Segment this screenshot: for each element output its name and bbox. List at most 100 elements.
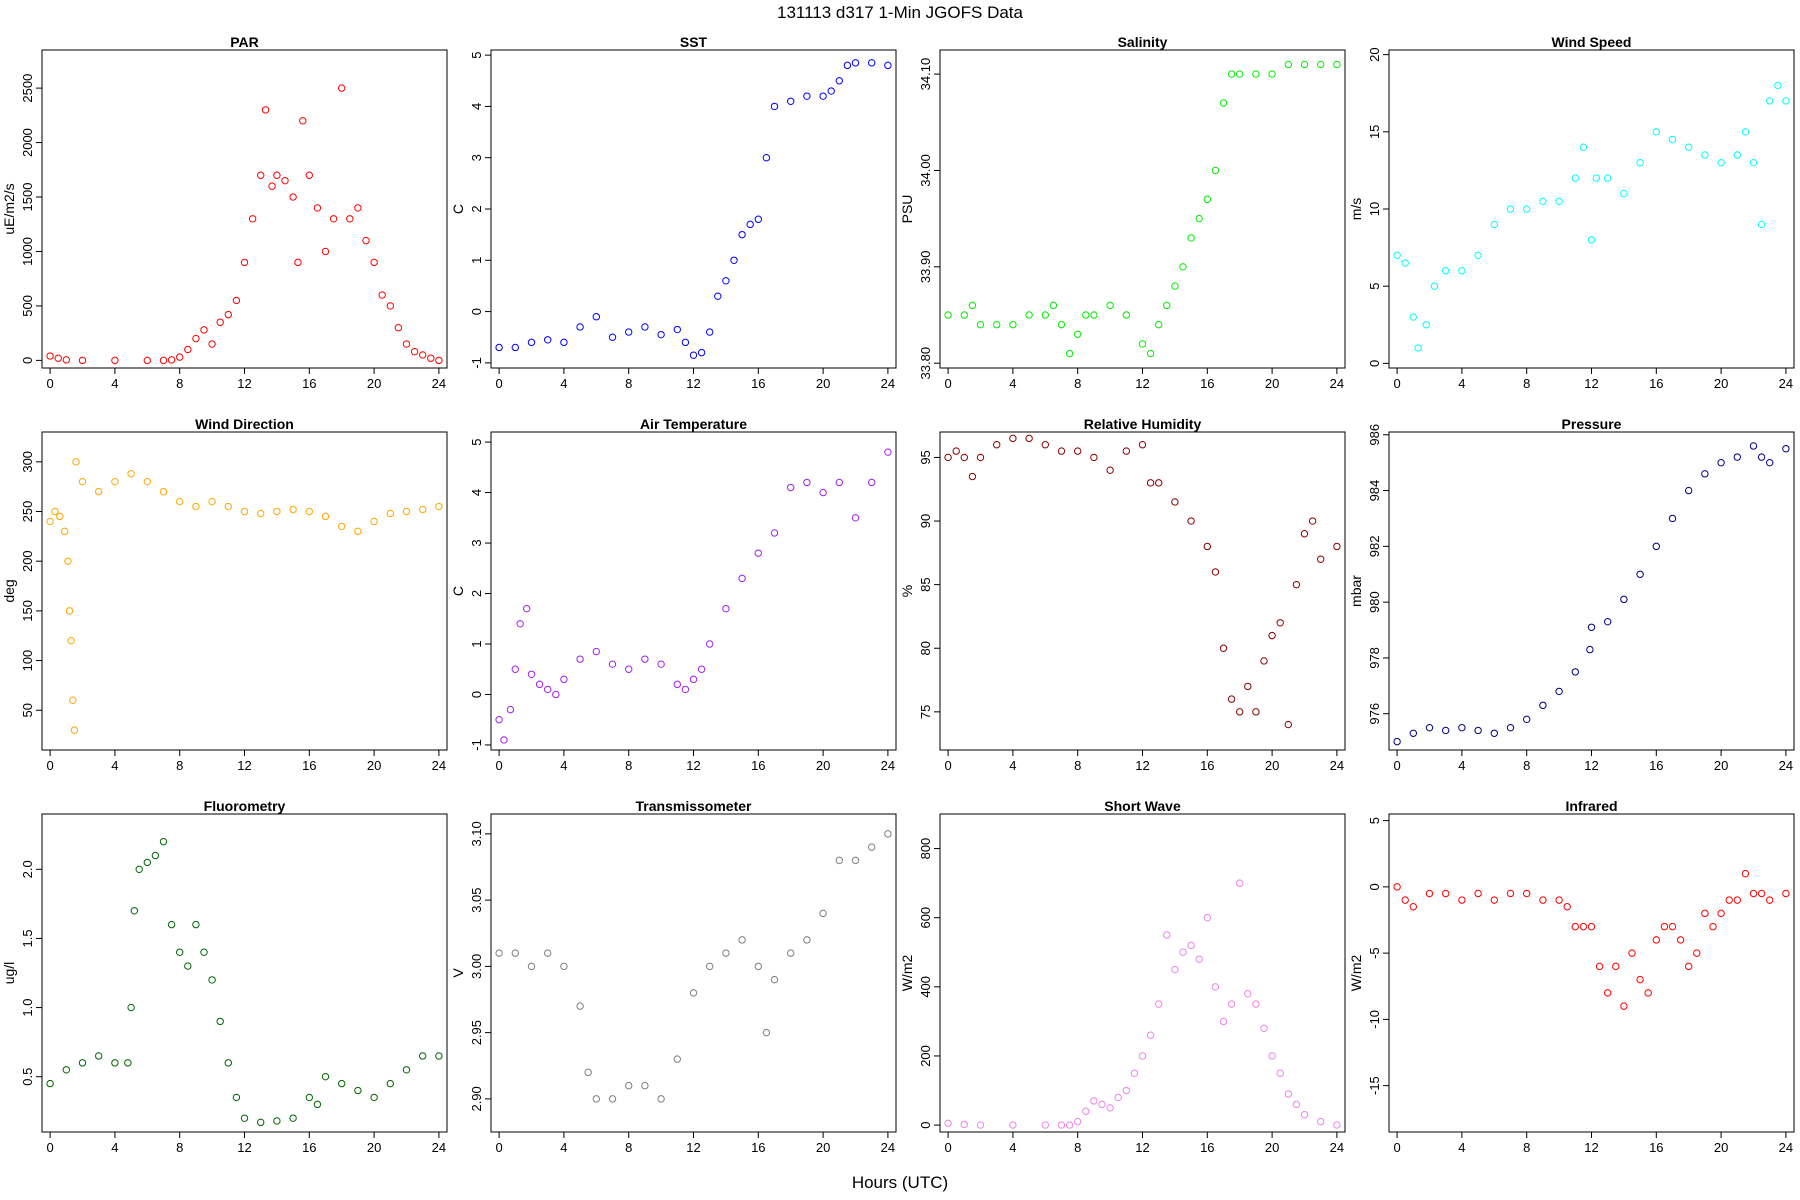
data-point: [544, 336, 552, 344]
x-tick-label: 20: [816, 1140, 830, 1155]
data-point: [1685, 143, 1693, 151]
x-tick-label: 16: [1649, 758, 1663, 773]
data-point: [1604, 174, 1612, 182]
chart-panel: Transmissometer V 0 4 8 12 16 20 24 2.90 2.95 3.00 3…: [450, 798, 897, 1155]
data-point: [1009, 434, 1017, 443]
data-point: [1163, 301, 1171, 310]
y-tick-label: 200: [918, 1045, 933, 1067]
data-point: [1146, 1031, 1155, 1039]
data-point: [1171, 498, 1179, 506]
data-point: [884, 830, 892, 838]
y-tick-label: 1500: [20, 183, 35, 212]
data-point: [673, 1055, 681, 1063]
x-tick-label: 20: [1265, 376, 1279, 391]
data-point: [1717, 458, 1725, 467]
data-point: [1733, 151, 1742, 159]
data-point: [1628, 949, 1636, 957]
x-tick-label: 8: [176, 376, 183, 391]
data-point: [1090, 453, 1098, 462]
data-point: [1409, 729, 1418, 737]
data-point: [1571, 922, 1580, 931]
data-point: [78, 356, 87, 365]
data-point: [714, 292, 722, 300]
data-point: [1490, 729, 1499, 737]
data-point: [299, 117, 307, 125]
panel-title: Transmissometer: [636, 798, 752, 814]
x-tick-label: 12: [1584, 376, 1598, 391]
data-point: [1074, 1117, 1082, 1126]
data-point: [1284, 60, 1293, 69]
data-point: [1163, 931, 1171, 939]
x-tick-label: 20: [816, 758, 830, 773]
data-point: [608, 660, 617, 668]
data-point: [1393, 883, 1401, 891]
data-point: [1430, 282, 1439, 290]
data-point: [657, 330, 665, 339]
data-point: [224, 502, 233, 511]
data-point: [1579, 143, 1588, 151]
x-tick-label: 8: [1074, 376, 1081, 391]
data-point: [1146, 479, 1155, 487]
data-point: [1523, 205, 1531, 213]
data-point: [1717, 158, 1725, 167]
x-tick-label: 16: [302, 376, 316, 391]
data-point: [1644, 989, 1652, 997]
data-point: [944, 453, 952, 462]
data-point: [338, 1079, 346, 1088]
data-point: [54, 354, 62, 362]
y-tick-label: 0: [918, 1121, 933, 1128]
data-point: [410, 347, 419, 356]
data-point: [1539, 896, 1547, 904]
data-point: [78, 1059, 87, 1067]
data-point: [419, 1052, 427, 1060]
data-point: [1523, 889, 1531, 898]
data-point: [592, 1095, 600, 1103]
data-point: [1227, 70, 1236, 78]
data-point: [754, 215, 762, 223]
data-point: [1284, 1090, 1293, 1098]
data-point: [868, 59, 876, 67]
y-tick-label: 95: [918, 450, 933, 464]
x-tick-label: 0: [46, 1140, 53, 1155]
data-point: [1757, 889, 1766, 898]
data-point: [868, 478, 876, 487]
data-point: [1685, 962, 1693, 971]
data-point: [560, 962, 568, 971]
data-point: [1155, 320, 1163, 329]
data-point: [1782, 889, 1790, 898]
data-point: [1227, 1000, 1236, 1008]
chart-panel: Short Wave W/m2 0 4 8 12 16 20 24 0 200 400 600 800: [899, 798, 1346, 1155]
data-point: [1333, 60, 1341, 69]
data-point: [1041, 311, 1050, 319]
data-point: [706, 640, 714, 648]
data-point: [1709, 922, 1717, 931]
x-tick-label: 4: [111, 1140, 118, 1155]
x-tick-label: 0: [1393, 1140, 1400, 1155]
data-point: [208, 497, 216, 506]
x-tick-label: 0: [495, 376, 502, 391]
data-point: [968, 472, 977, 481]
y-tick-label: 1: [469, 640, 484, 647]
data-point: [176, 497, 184, 506]
y-tick-label: 33.80: [918, 347, 933, 380]
data-point: [1268, 1052, 1276, 1060]
data-point: [1587, 922, 1596, 931]
data-point: [1138, 441, 1147, 449]
data-point: [576, 1002, 584, 1010]
data-point: [1252, 70, 1260, 78]
data-point: [1203, 913, 1212, 922]
data-point: [1652, 542, 1661, 551]
panel-title: Infrared: [1565, 798, 1617, 814]
data-point: [143, 477, 152, 486]
data-point: [1155, 1000, 1163, 1008]
y-axis-label: W/m2: [899, 955, 915, 992]
data-point: [1074, 447, 1082, 455]
y-tick-label: 20: [1367, 47, 1382, 61]
data-point: [762, 154, 771, 162]
data-point: [192, 334, 200, 343]
data-point: [257, 509, 265, 518]
y-tick-label: 3: [469, 539, 484, 546]
x-tick-label: 12: [237, 376, 251, 391]
data-point: [208, 976, 216, 984]
data-point: [560, 675, 568, 684]
